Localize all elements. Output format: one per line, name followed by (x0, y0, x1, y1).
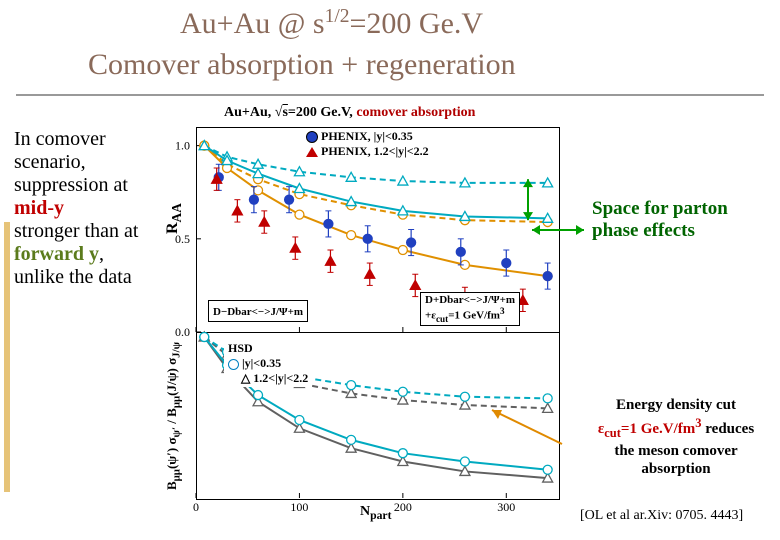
svg-text:200: 200 (394, 500, 412, 514)
legend-phenix: PHENIX, |y|<0.35 PHENIX, 1.2<|y|<2.2 (302, 128, 433, 160)
svg-text:0.0: 0.0 (175, 325, 190, 339)
legend-ddbar-left: D−Dbar<−>J/Ψ+m (208, 300, 308, 322)
svg-text:0.5: 0.5 (175, 232, 190, 246)
svg-text:1.0: 1.0 (175, 139, 190, 153)
svg-text:300: 300 (497, 500, 515, 514)
legend-hsd: HSD |y|<0.35 △ 1.2<|y|<2.2 (224, 340, 312, 387)
svg-text:100: 100 (290, 500, 308, 514)
legend-ddbar-right: D+Dbar<−>J/Ψ+m +εcut=1 GeV/fm3 (420, 292, 520, 326)
svg-text:0: 0 (193, 500, 199, 514)
plot-svg: 0 100 200 300 0.0 0.5 1.0 (0, 0, 780, 540)
